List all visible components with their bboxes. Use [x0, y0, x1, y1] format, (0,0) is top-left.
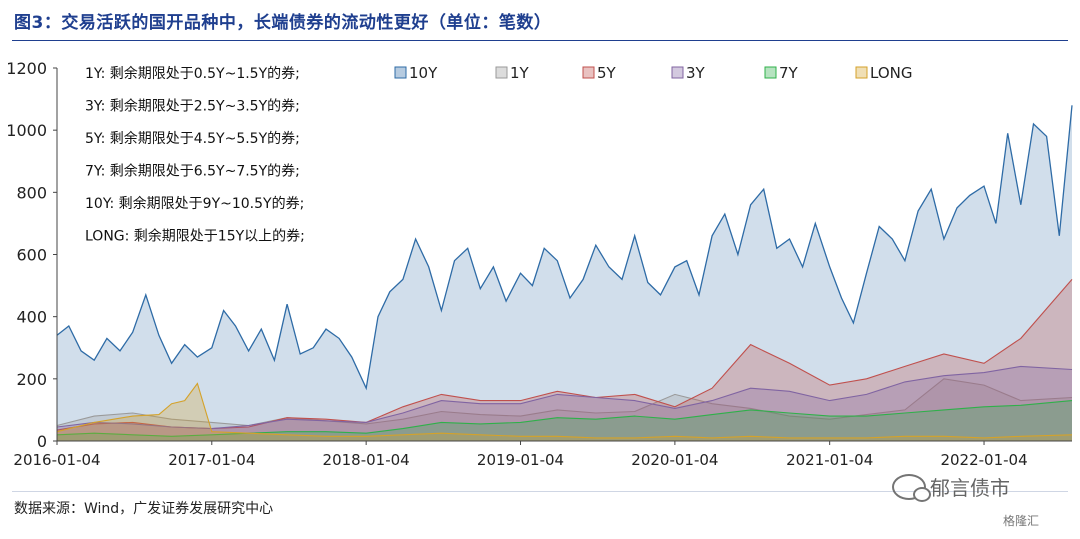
- watermark: 郁言债市: [892, 472, 1010, 502]
- x-tick-label: 2020-01-04: [631, 451, 718, 469]
- series-1y-line: [56, 378, 1073, 427]
- annotation-line: 10Y: 剩余期限处于9Y~10.5Y的券;: [85, 195, 304, 212]
- y-tick-label: 200: [16, 370, 47, 389]
- series-3y-area: [57, 366, 1072, 441]
- legend-label: LONG: [870, 64, 912, 82]
- series-areas: [56, 105, 1073, 442]
- x-tick-label: 2016-01-04: [13, 451, 100, 469]
- source-note: 数据来源：Wind，广发证券发展研究中心: [14, 501, 274, 517]
- title-divider: [12, 40, 1068, 41]
- wechat-icon: [892, 473, 931, 502]
- chart-title: 图3：交易活跃的国开品种中，长端债券的流动性更好（单位：笔数）: [14, 13, 552, 33]
- legend-swatch: [495, 66, 508, 79]
- series-long-area: [57, 383, 1072, 441]
- series-long-line: [56, 382, 1073, 439]
- legend-swatch: [855, 66, 868, 79]
- annotation-line: 7Y: 剩余期限处于6.5Y~7.5Y的券;: [85, 163, 300, 180]
- series-5y-area: [57, 279, 1072, 441]
- annotation-line: LONG: 剩余期限处于15Y以上的券;: [85, 228, 305, 245]
- legend-label: 1Y: [510, 64, 530, 82]
- legend-label: 10Y: [409, 64, 438, 82]
- y-tick-label: 600: [16, 246, 47, 265]
- legend-label: 7Y: [779, 64, 799, 82]
- y-tick-label: 1200: [6, 59, 47, 78]
- footer-divider: [12, 491, 1068, 492]
- x-tick-label: 2022-01-04: [940, 451, 1027, 469]
- annotation-line: 3Y: 剩余期限处于2.5Y~3.5Y的券;: [85, 98, 300, 115]
- x-tick-label: 2017-01-04: [168, 451, 255, 469]
- series-10y-line: [56, 105, 1073, 391]
- series-3y-line: [56, 365, 1073, 430]
- brand-label: 格隆汇: [1003, 514, 1040, 528]
- y-tick-label: 1000: [6, 121, 47, 140]
- chart-axes: 0 200 400 600 800 1000 1200 2016-01-04 2017-01-0…: [6, 59, 1072, 469]
- area-chart: 0 200 400 600 800 1000 1200 2016-01-04 2017-01-0…: [6, 59, 1073, 469]
- annotation-line: 1Y: 剩余期限处于0.5Y~1.5Y的券;: [85, 65, 300, 82]
- chart-legend: 10Y 1Y 5Y 3Y 7Y LONG: [394, 64, 912, 82]
- series-1y-area: [57, 378, 1072, 441]
- series-7y-line: [56, 400, 1073, 437]
- x-tick-label: 2018-01-04: [323, 451, 410, 469]
- legend-swatch: [764, 66, 777, 79]
- series-10y-area: [57, 105, 1072, 442]
- legend-swatch: [394, 66, 407, 79]
- x-tick-label: 2021-01-04: [786, 451, 873, 469]
- legend-label: 3Y: [686, 64, 706, 82]
- annotation-line: 5Y: 剩余期限处于4.5Y~5.5Y的券;: [85, 130, 300, 147]
- series-7y-area: [57, 400, 1072, 441]
- chart-annotations: 1Y: 剩余期限处于0.5Y~1.5Y的券; 3Y: 剩余期限处于2.5Y~3.5…: [85, 65, 305, 245]
- y-tick-label: 800: [16, 183, 47, 202]
- legend-swatch: [582, 66, 595, 79]
- y-tick-label: 0: [37, 432, 47, 451]
- y-tick-label: 400: [16, 308, 47, 327]
- legend-label: 5Y: [597, 64, 617, 82]
- x-tick-label: 2019-01-04: [477, 451, 564, 469]
- legend-swatch: [671, 66, 684, 79]
- watermark-text: 郁言债市: [930, 476, 1010, 500]
